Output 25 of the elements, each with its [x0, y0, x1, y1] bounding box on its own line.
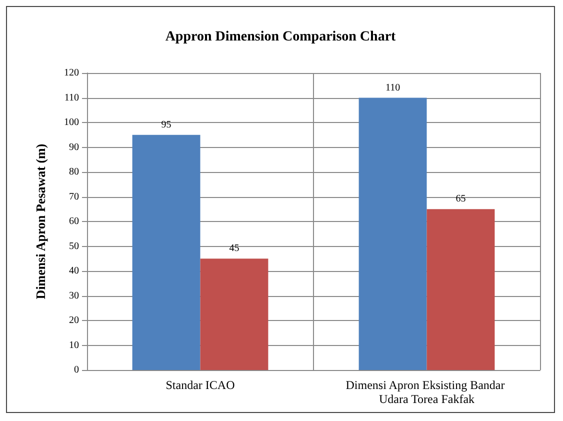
y-tick-label: 110: [64, 92, 79, 104]
y-tick-label: 70: [69, 191, 79, 202]
y-tick-label: 50: [69, 240, 79, 252]
y-tick-label: 60: [69, 216, 79, 227]
y-tick-label: 40: [69, 266, 79, 276]
bar: [358, 98, 427, 370]
data-label: 65: [456, 194, 466, 205]
data-label: 95: [161, 119, 172, 130]
y-tick-label: 0: [74, 364, 79, 376]
x-tick-label: Dimensi Apron Eksisting Bandar Udara Torea Fakfak: [346, 378, 508, 406]
y-tick-label: 100: [64, 117, 79, 128]
y-tick-label: 90: [69, 142, 79, 153]
x-tick-label: Standar ICAO: [166, 378, 236, 392]
data-label: 110: [385, 82, 400, 94]
y-axis-title: Dimensi Apron Pesawat (m): [33, 144, 48, 300]
y-tick-label: 80: [69, 166, 79, 178]
y-tick-label: 20: [69, 315, 79, 326]
chart-title: Appron Dimension Comparison Chart: [165, 30, 396, 44]
bar: [200, 258, 268, 370]
bar: [132, 134, 200, 370]
bar: [426, 209, 495, 370]
y-tick-label: 30: [69, 290, 79, 302]
y-tick-label: 120: [64, 68, 79, 78]
data-label: 45: [229, 243, 240, 254]
y-tick-label: 10: [69, 340, 79, 351]
